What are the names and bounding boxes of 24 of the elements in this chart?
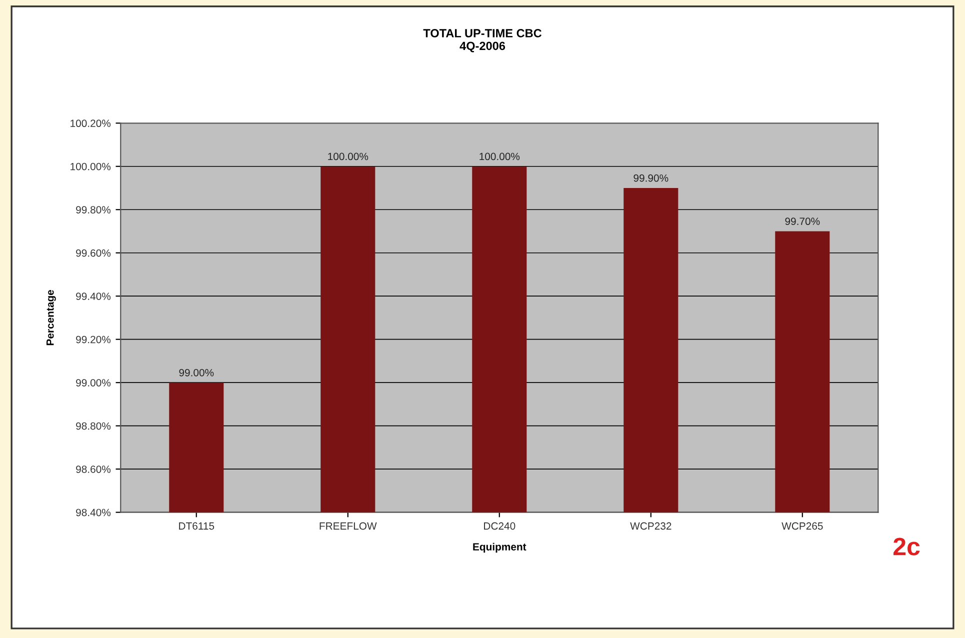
y-tick-label: 98.60% xyxy=(76,466,111,473)
y-tick-label: 99.20% xyxy=(76,336,111,344)
x-axis-title: Equipment xyxy=(473,542,526,553)
data-label: 99.90% xyxy=(634,174,668,182)
y-tick-label: 98.80% xyxy=(76,422,111,430)
y-tick-label: 99.00% xyxy=(76,379,111,386)
x-tick-label: WCP232 xyxy=(630,522,672,530)
y-tick-label: 99.40% xyxy=(76,292,111,300)
data-label: 99.00% xyxy=(179,368,214,376)
x-tick-label: DC240 xyxy=(484,522,516,530)
text: 2c xyxy=(893,538,920,556)
x-tick-label: FREEFLOW xyxy=(320,522,377,530)
y-axis-title: Percentage xyxy=(46,290,56,346)
y-tick-label: 99.80% xyxy=(76,206,111,214)
y-tick-label: 99.60% xyxy=(76,249,111,257)
x-tick-label: DT6115 xyxy=(179,522,214,530)
data-label: 100.00% xyxy=(480,152,520,160)
data-label: 100.00% xyxy=(328,152,368,160)
y-tick-label: 98.40% xyxy=(76,508,111,516)
data-label: 99.70% xyxy=(785,218,820,226)
y-tick-label: 100.00% xyxy=(70,162,111,170)
x-tick-label: WCP265 xyxy=(782,522,823,530)
y-tick-label: 100.20% xyxy=(70,120,111,128)
chart-title: TOTAL UP-TIME CBC 4Q-2006 xyxy=(423,29,542,52)
